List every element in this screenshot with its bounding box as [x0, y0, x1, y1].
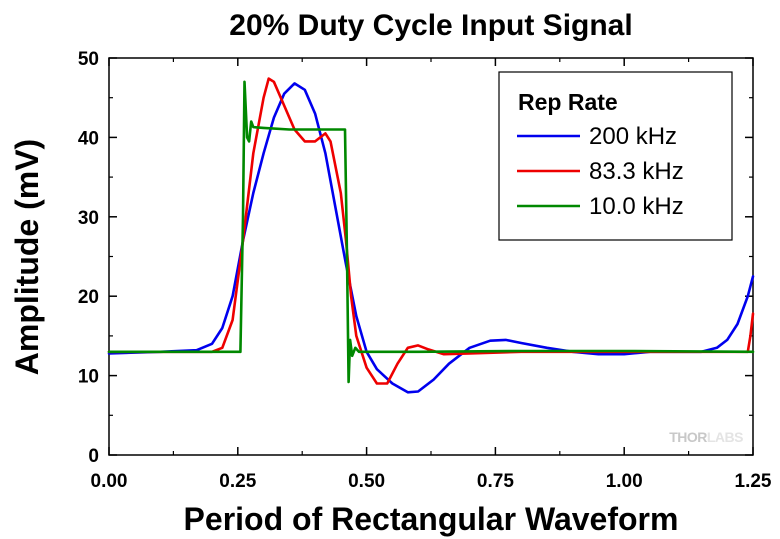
thorlabs-watermark: THORLABS [669, 429, 743, 445]
legend-items: 200 kHz 83.3 kHz 10.0 kHz [517, 123, 684, 220]
y-tick-label: 0 [88, 446, 99, 467]
y-tick-label: 20 [78, 287, 99, 308]
x-axis-label: Period of Rectangular Waveform [184, 501, 679, 537]
watermark-dark: THOR [669, 429, 707, 445]
legend-title: Rep Rate [518, 89, 618, 115]
y-tick-label: 10 [78, 367, 99, 388]
watermark-light: LABS [707, 429, 743, 445]
x-tick-label: 0.25 [219, 471, 256, 492]
series-line-1 [107, 77, 755, 385]
series-lines [107, 77, 755, 394]
y-axis-label: Amplitude (mV) [9, 139, 45, 375]
y-axis-ticks: 0 10 20 30 40 50 [78, 49, 753, 467]
y-tick-label: 50 [78, 49, 99, 70]
legend-box [498, 71, 733, 241]
x-tick-label: 1.00 [606, 471, 643, 492]
legend-entry-label: 83.3 kHz [589, 158, 684, 185]
x-axis-ticks: 0.00 0.25 0.50 0.75 1.00 1.25 [91, 58, 772, 492]
legend-entry-label: 200 kHz [589, 123, 677, 150]
x-tick-label: 0.75 [477, 471, 514, 492]
chart-title: 20% Duty Cycle Input Signal [229, 9, 632, 42]
series-line-2 [107, 80, 755, 384]
y-tick-label: 30 [78, 208, 99, 229]
y-tick-label: 40 [78, 128, 99, 149]
x-tick-label: 0.50 [348, 471, 385, 492]
legend: Rep Rate 200 kHz 83.3 kHz 10.0 kHz [498, 71, 733, 241]
x-tick-label: 0.00 [91, 471, 128, 492]
x-tick-label: 1.25 [735, 471, 772, 492]
legend-entry-label: 10.0 kHz [589, 193, 684, 220]
